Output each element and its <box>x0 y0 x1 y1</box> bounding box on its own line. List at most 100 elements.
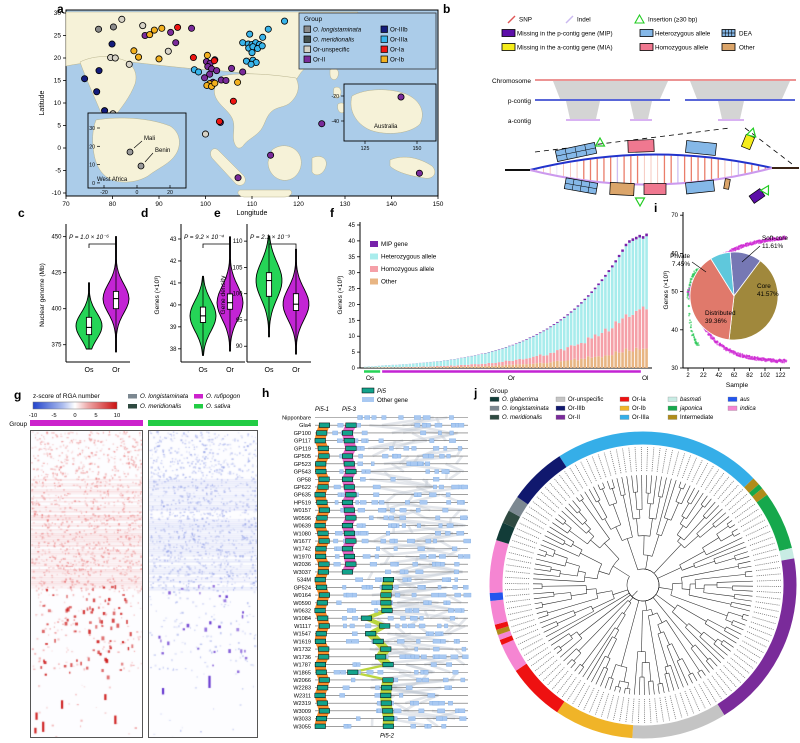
other-gene-box <box>356 423 361 428</box>
bar-segment <box>484 353 487 364</box>
sample-point-OrIb <box>130 47 138 55</box>
synteny-link <box>384 493 396 504</box>
panel-label-c: c <box>18 206 25 220</box>
pan-point <box>785 360 788 363</box>
line <box>664 480 677 518</box>
bar-segment <box>504 364 508 368</box>
line <box>588 530 595 537</box>
leaf-microlabel <box>698 684 712 706</box>
other-gene-box <box>441 577 450 582</box>
accession-label: GP505 <box>294 454 311 460</box>
sample-point-OrIb <box>150 26 158 34</box>
ring-segment <box>497 630 512 641</box>
accession-label: W1677 <box>293 539 311 545</box>
synteny-link <box>406 663 435 674</box>
leaf-microlabel <box>713 476 730 496</box>
bar-segment <box>508 360 511 365</box>
bar-segment <box>518 364 521 368</box>
path <box>611 590 615 599</box>
label: 7.45% <box>672 261 690 268</box>
line <box>591 655 606 683</box>
path <box>649 594 657 600</box>
label: 0 <box>352 366 356 372</box>
homozygous-box <box>643 183 667 195</box>
other-gene-box <box>422 415 431 420</box>
accession-label: W2036 <box>293 562 311 568</box>
line <box>572 500 581 511</box>
accession-label: W2319 <box>293 701 311 707</box>
line <box>602 482 605 489</box>
line <box>572 544 583 551</box>
legend-swatch <box>501 29 516 37</box>
pi5-gene-box <box>315 461 327 467</box>
label: 102 <box>760 373 771 379</box>
bar-segment <box>545 329 549 356</box>
bar-segment <box>576 306 580 345</box>
line <box>658 587 673 590</box>
sample-point-OrII <box>239 68 247 76</box>
line <box>733 620 746 626</box>
other-gene-box <box>445 531 451 536</box>
other-gene-box <box>427 693 436 698</box>
other-gene-box <box>400 616 406 621</box>
line <box>635 492 638 510</box>
bar-segment <box>617 323 621 353</box>
other-gene-box <box>449 438 456 443</box>
bar-segment <box>442 365 446 368</box>
label: 90 <box>236 344 243 350</box>
pi5-gene-box <box>318 708 330 714</box>
line <box>688 674 693 684</box>
label: 150 <box>413 146 422 152</box>
line <box>565 182 597 190</box>
other-gene-box <box>410 724 416 729</box>
line <box>686 505 704 529</box>
legend-swatch <box>619 414 630 420</box>
other-gene-box <box>434 423 443 428</box>
line <box>676 525 684 535</box>
label: 15 <box>54 78 62 85</box>
other-gene-box <box>423 600 429 605</box>
bar-segment <box>614 262 617 322</box>
line <box>695 587 705 590</box>
bar-segment <box>504 347 508 361</box>
label: 122 <box>775 373 786 379</box>
other-gene-box <box>397 639 405 644</box>
other-gene-box <box>438 484 444 490</box>
label: 30 <box>671 366 678 372</box>
ring-segment <box>559 431 754 488</box>
other-gene-box <box>409 700 414 706</box>
bar-segment <box>607 272 611 332</box>
label: 50 <box>671 290 678 296</box>
synteny-link <box>409 508 426 520</box>
line <box>560 638 573 649</box>
line <box>576 497 580 502</box>
path <box>622 536 633 541</box>
other-gene-box <box>355 500 359 505</box>
line <box>541 621 557 629</box>
line <box>648 681 650 695</box>
pi5-gene-box <box>317 445 329 451</box>
line <box>545 554 554 557</box>
bar-segment <box>549 352 552 363</box>
other-gene-box <box>463 538 471 544</box>
ring-segment <box>502 510 521 528</box>
line <box>702 537 720 549</box>
legend-swatch <box>489 405 500 411</box>
other-gene-box <box>422 677 429 683</box>
path <box>737 564 740 569</box>
path <box>645 568 655 574</box>
line <box>548 592 630 642</box>
other-gene-box <box>408 608 413 613</box>
line <box>648 662 652 682</box>
accession-label: W1736 <box>293 655 311 661</box>
path <box>599 538 610 549</box>
leaf-microlabel <box>577 685 590 708</box>
line <box>726 626 742 635</box>
synteny-link <box>439 539 455 550</box>
line <box>682 565 695 571</box>
label: 5 <box>57 123 61 130</box>
path <box>713 558 716 564</box>
leaf-microlabel <box>505 576 530 580</box>
label: Or-unspecific <box>313 47 349 54</box>
leaf-microlabel <box>661 448 667 473</box>
